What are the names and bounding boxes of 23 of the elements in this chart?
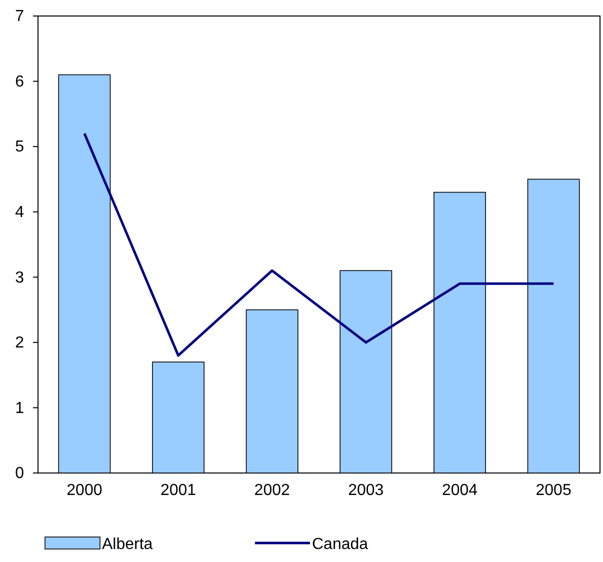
x-tick-label: 2004 [442,482,478,500]
y-tick-label: 5 [15,138,24,156]
legend-label: Canada [312,536,368,553]
x-tick-label: 2005 [536,482,572,500]
y-tick-label: 4 [15,204,24,221]
bar [434,192,486,474]
bar [246,309,298,474]
y-tick-label: 2 [15,334,24,352]
bar [527,178,580,474]
y-tick-label: 6 [15,73,24,90]
line-series [83,132,555,357]
y-tick-label: 0 [15,465,24,482]
bar [340,270,392,474]
x-tick-label: 2001 [160,482,196,500]
legend-label: Alberta [102,536,153,553]
x-tick-label: 2000 [66,482,102,500]
x-tick-label: 2002 [254,482,290,500]
bar [152,362,204,474]
y-tick-label: 3 [15,269,24,286]
y-tick-label: 1 [15,400,24,417]
y-tick-label: 7 [15,8,24,26]
bar [58,74,111,474]
x-tick-label: 2003 [348,482,384,500]
